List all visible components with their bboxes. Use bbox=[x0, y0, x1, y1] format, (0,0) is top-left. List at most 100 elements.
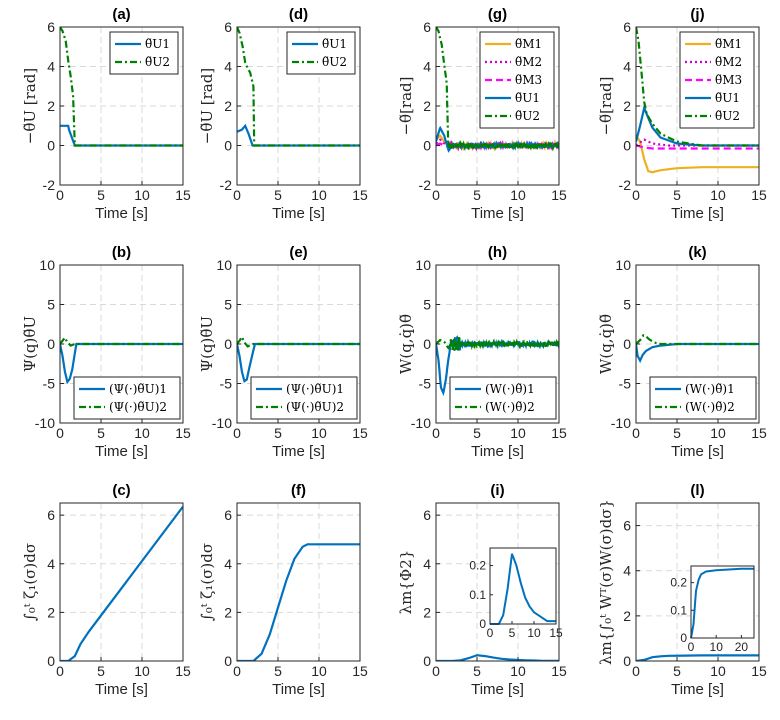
x-tick-label: 5 bbox=[274, 663, 282, 679]
x-tick-label: 0 bbox=[233, 187, 241, 203]
x-tick-label: 15 bbox=[352, 663, 368, 679]
y-tick-label: -10 bbox=[611, 415, 631, 431]
plot-area bbox=[60, 503, 183, 661]
y-tick-label: 0 bbox=[224, 138, 232, 154]
panel-title: (h) bbox=[488, 244, 507, 261]
series-line bbox=[636, 342, 759, 364]
inset-box bbox=[690, 565, 755, 639]
subplot-e: 0 5 10 15 -10 -5 0 5 10 (e) Time [s] Ψ(q)θ̃U (Ψ(·)θ̃… bbox=[198, 244, 368, 460]
x-tick-label: 5 bbox=[473, 425, 481, 441]
y-tick-label: 2 bbox=[47, 98, 55, 114]
x-tick-label: 5 bbox=[274, 187, 282, 203]
y-tick-label: -2 bbox=[220, 177, 233, 193]
y-tick-label: 6 bbox=[423, 19, 431, 35]
legend-box bbox=[109, 31, 179, 75]
series-line bbox=[636, 144, 759, 150]
x-tick-label: 10 bbox=[311, 663, 327, 679]
y-tick-label: 2 bbox=[224, 98, 232, 114]
x-axis-label: Time [s] bbox=[272, 205, 325, 222]
legend-box bbox=[679, 31, 755, 129]
panel-title: (j) bbox=[690, 6, 704, 23]
panel-title: (i) bbox=[490, 482, 504, 499]
x-tick-label: 10 bbox=[134, 663, 150, 679]
series-line bbox=[237, 334, 360, 348]
x-tick-label: 10 bbox=[134, 187, 150, 203]
x-tick-label: 15 bbox=[352, 425, 368, 441]
y-tick-label: 2 bbox=[47, 604, 55, 620]
y-axis-label: W(q,q̇)θ̃ bbox=[397, 314, 415, 374]
series-line bbox=[237, 342, 360, 383]
x-tick-label: 5 bbox=[673, 663, 681, 679]
inset-series-line bbox=[690, 567, 754, 639]
legend-entry: θ̃U2 bbox=[145, 55, 170, 69]
series-line bbox=[436, 27, 559, 152]
legend: (Ψ(·)θ̃U)1 (Ψ(·)θ̃U)2 bbox=[73, 376, 181, 420]
y-axis-label: Ψ(q)θ̃U bbox=[21, 316, 39, 372]
inset-x-tick-label: 20 bbox=[735, 640, 749, 654]
y-axis-label: ∫₀ᵗ ζ₁(σ)dσ bbox=[21, 543, 39, 621]
y-axis-label: W(q,q̇)θ̃ bbox=[597, 314, 615, 374]
legend-entry: (Ψ(·)θ̃U)1 bbox=[286, 382, 344, 396]
y-tick-label: 6 bbox=[224, 19, 232, 35]
x-tick-label: 15 bbox=[175, 663, 191, 679]
inset-y-tick-label: 0 bbox=[479, 617, 486, 631]
legend-entry: (Ψ(·)θ̃U)1 bbox=[109, 382, 167, 396]
y-tick-label: -5 bbox=[220, 376, 233, 392]
inset-x-tick-label: 5 bbox=[509, 626, 516, 640]
y-axis-label: −θ̃[rad] bbox=[397, 76, 415, 135]
subplot-b: 0 5 10 15 -10 -5 0 5 10 (b) Time [s] Ψ(q)θ̃U (Ψ(·)θ̃… bbox=[21, 244, 191, 460]
y-axis-label: Ψ(q)θ̃U bbox=[198, 316, 216, 372]
y-tick-label: -10 bbox=[411, 415, 431, 431]
y-tick-label: -2 bbox=[619, 177, 632, 193]
legend-entry: (W(·)θ̃)2 bbox=[685, 400, 735, 414]
y-tick-label: 6 bbox=[224, 507, 232, 523]
legend: θ̃M1 θ̃M2 θ̃M3 θ̃U1 θ̃U2 bbox=[679, 31, 755, 129]
x-tick-label: 10 bbox=[710, 425, 726, 441]
panel-title: (b) bbox=[112, 244, 131, 261]
legend-entry: θ̃U2 bbox=[515, 109, 540, 123]
subplot-i: 0 5 10 15 0 2 4 6 (i) Time [s] λm{Φ2} 0 5 10 15 0 0.1 0.2 bbox=[397, 482, 567, 698]
plot-area bbox=[490, 548, 556, 624]
y-tick-label: 0 bbox=[623, 138, 631, 154]
axes-box bbox=[59, 502, 184, 662]
y-axis-label: −θ̃U [rad] bbox=[198, 68, 216, 144]
x-tick-label: 5 bbox=[274, 425, 282, 441]
x-axis-label: Time [s] bbox=[471, 681, 524, 698]
x-tick-label: 0 bbox=[432, 187, 440, 203]
inset-x-tick-label: 10 bbox=[527, 626, 541, 640]
x-tick-label: 15 bbox=[175, 187, 191, 203]
legend: θ̃U1 θ̃U2 bbox=[286, 31, 356, 75]
y-tick-label: 2 bbox=[623, 98, 631, 114]
x-tick-label: 15 bbox=[751, 425, 767, 441]
y-tick-label: 2 bbox=[423, 604, 431, 620]
legend: θ̃M1 θ̃M2 θ̃M3 θ̃U1 θ̃U2 bbox=[479, 31, 555, 129]
y-axis-label: λm{Φ2} bbox=[397, 550, 415, 615]
plot-area bbox=[237, 503, 360, 661]
y-tick-label: 4 bbox=[224, 59, 232, 75]
series-line bbox=[636, 27, 759, 147]
x-tick-label: 10 bbox=[710, 187, 726, 203]
y-tick-label: -5 bbox=[43, 376, 56, 392]
y-axis-label: −θ̃U [rad] bbox=[21, 68, 39, 144]
y-tick-label: 2 bbox=[423, 98, 431, 114]
legend-entry: θ̃U2 bbox=[322, 55, 347, 69]
y-tick-label: 4 bbox=[47, 59, 55, 75]
series-line bbox=[636, 333, 759, 346]
y-tick-label: 5 bbox=[224, 297, 232, 313]
y-tick-label: -10 bbox=[35, 415, 55, 431]
panel-title: (d) bbox=[289, 6, 308, 23]
x-tick-label: 5 bbox=[473, 663, 481, 679]
panel-title: (e) bbox=[289, 244, 307, 261]
legend-box bbox=[286, 31, 356, 75]
y-tick-label: 10 bbox=[39, 257, 55, 273]
inset-x-tick-label: 10 bbox=[710, 640, 724, 654]
legend-entry: (Ψ(·)θ̃U)2 bbox=[286, 400, 344, 414]
inset-y-tick-label: 0.2 bbox=[469, 559, 486, 573]
x-axis-label: Time [s] bbox=[671, 205, 724, 222]
y-tick-label: -5 bbox=[619, 376, 632, 392]
x-axis-label: Time [s] bbox=[671, 443, 724, 460]
x-tick-label: 0 bbox=[233, 663, 241, 679]
